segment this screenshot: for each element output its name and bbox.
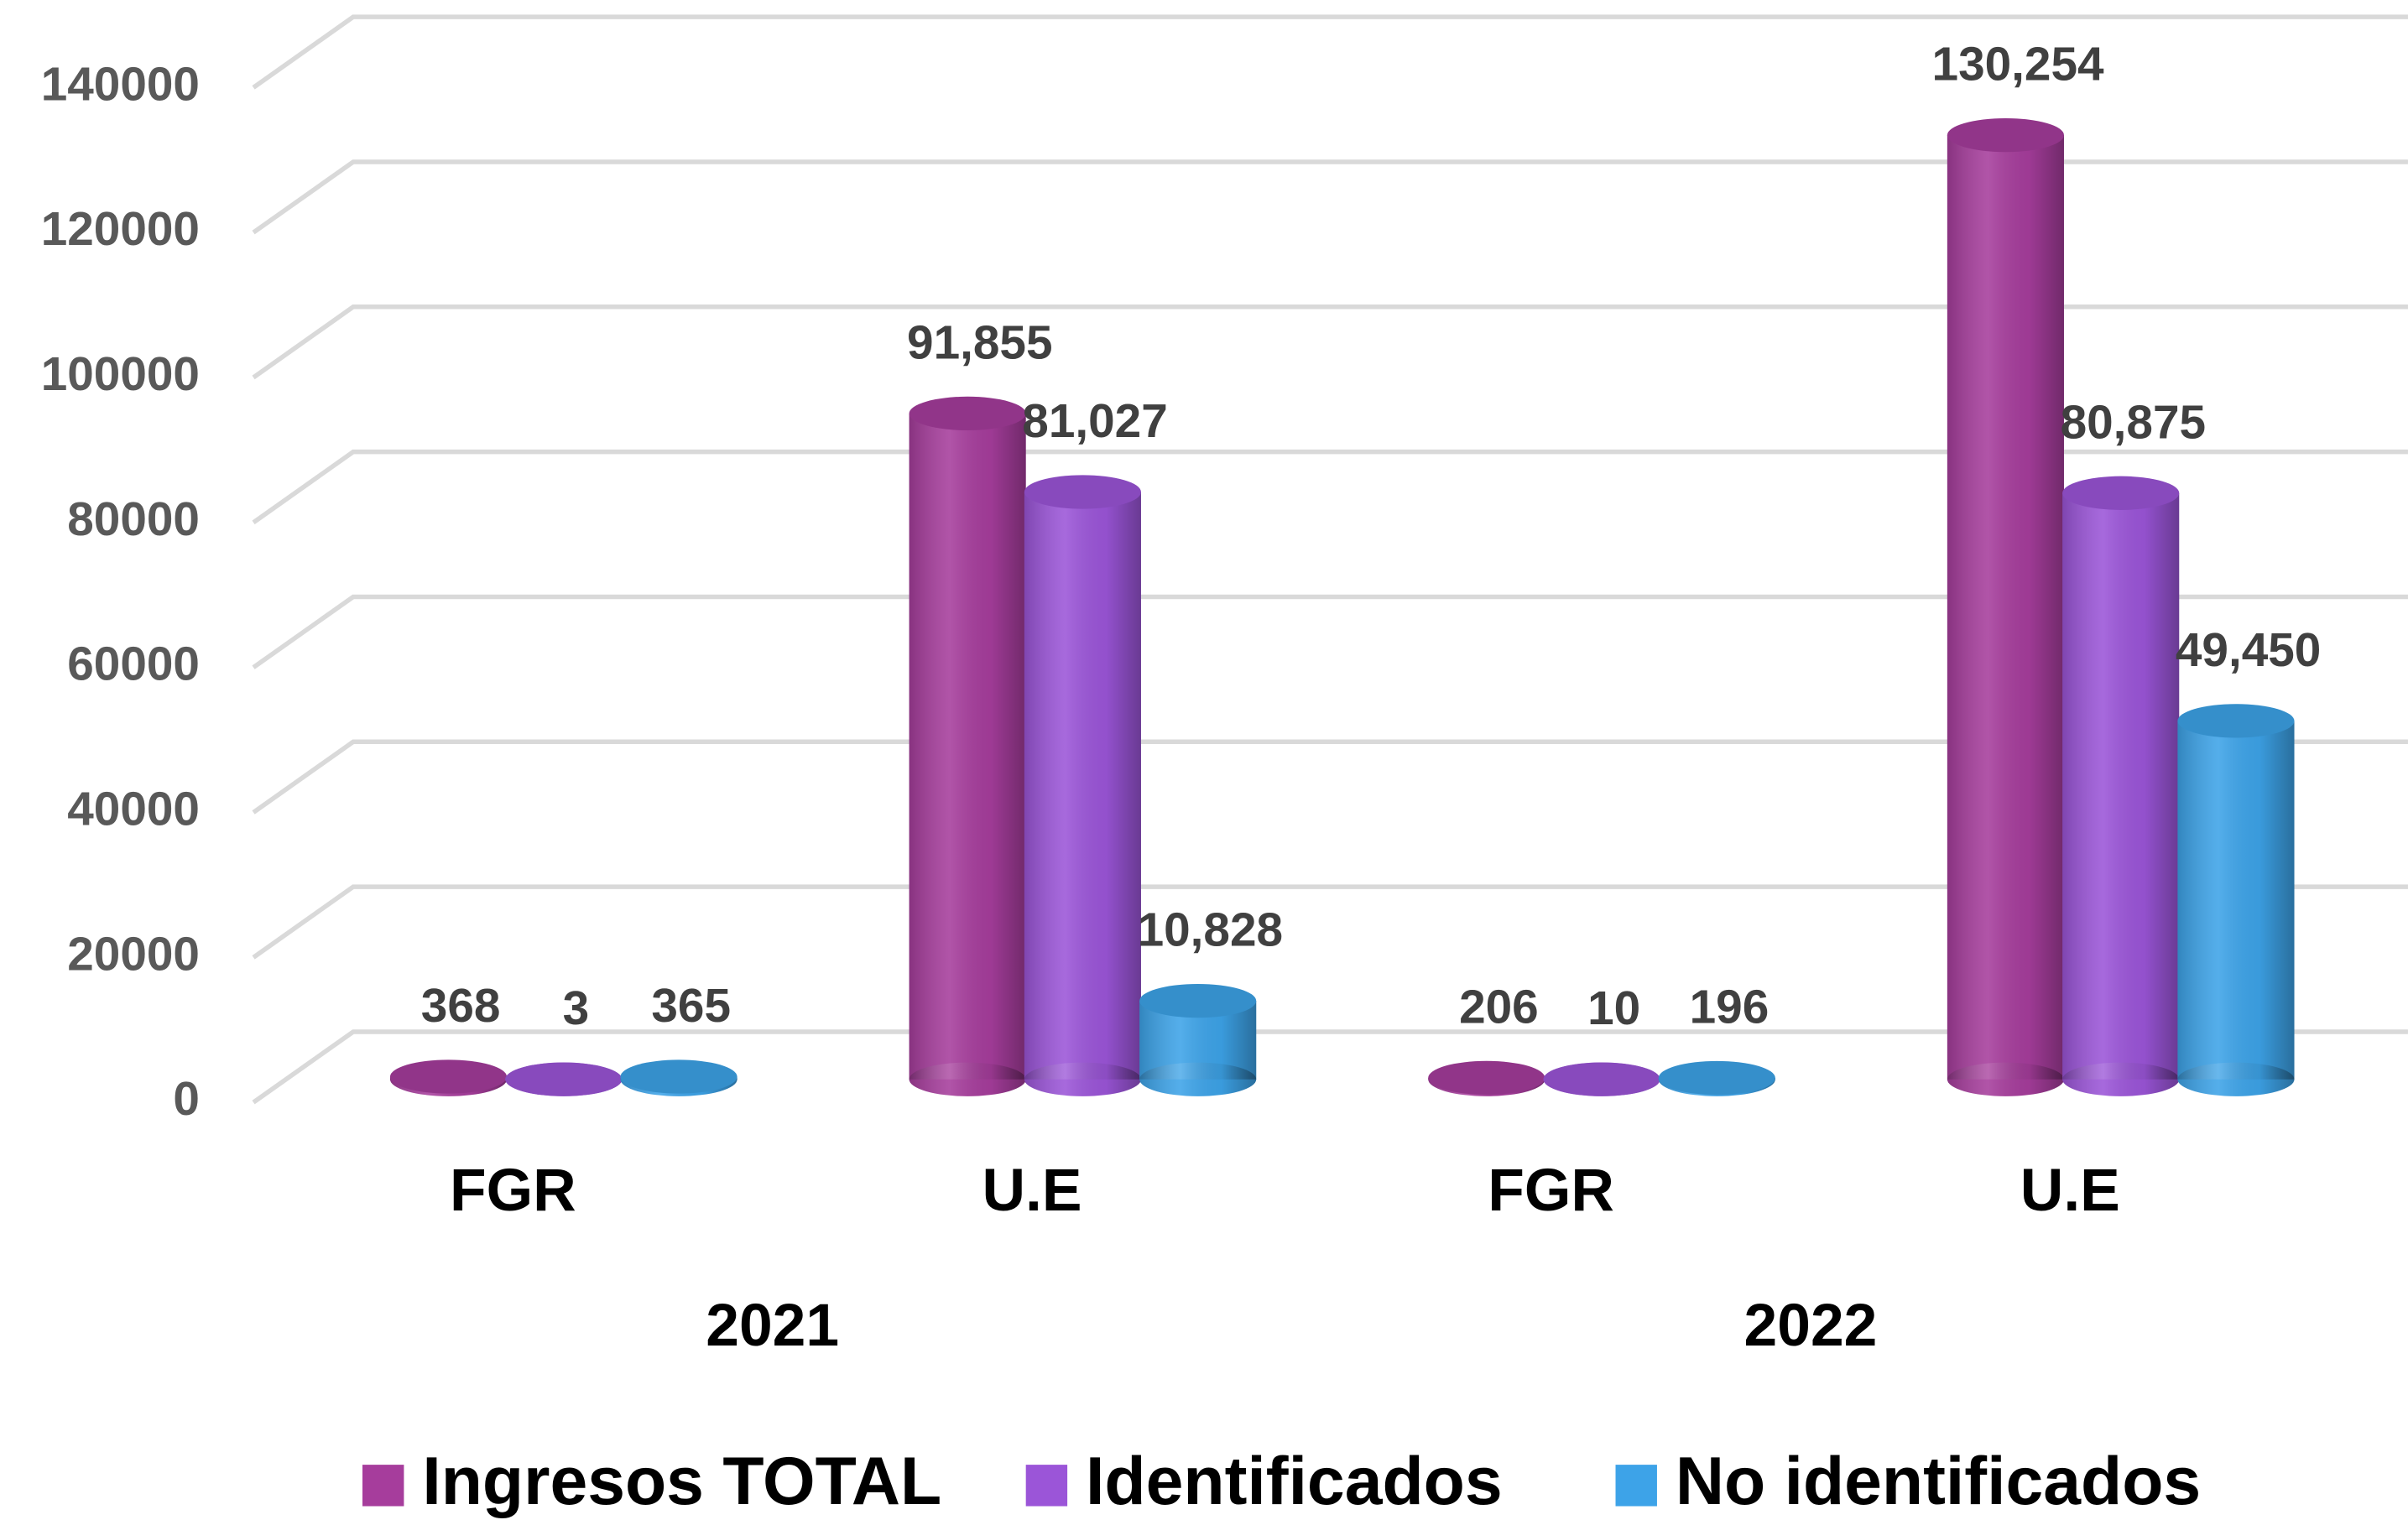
bar-cap-shade bbox=[620, 1059, 738, 1094]
x-tick-label: FGR bbox=[1488, 1157, 1614, 1224]
bar-cap-shade bbox=[2177, 704, 2295, 738]
grid-line bbox=[252, 159, 2408, 235]
bar-cap-shade bbox=[1139, 983, 1257, 1018]
bar-group bbox=[1024, 475, 1141, 1096]
x-tick-label: U.E bbox=[982, 1157, 1082, 1224]
data-label: 206 bbox=[1459, 981, 1539, 1033]
bar-cap bbox=[2062, 476, 2180, 510]
data-label: 3 bbox=[563, 982, 590, 1035]
grid-line bbox=[252, 1029, 2408, 1105]
bar-base-shade bbox=[1139, 1062, 1257, 1096]
y-tick-label: 60000 bbox=[67, 638, 200, 691]
y-tick-label: 140000 bbox=[41, 58, 200, 111]
legend-label: Identificados bbox=[1086, 1444, 1503, 1519]
y-tick-label: 120000 bbox=[41, 203, 200, 256]
bar-group bbox=[505, 1062, 623, 1096]
bar-group bbox=[389, 1059, 508, 1096]
bar-cap bbox=[909, 396, 1026, 431]
data-label: 368 bbox=[421, 980, 501, 1033]
data-label: 10,828 bbox=[1138, 904, 1283, 957]
bar-cap bbox=[2177, 704, 2295, 738]
bar-cap bbox=[1139, 983, 1257, 1018]
bar-cap bbox=[505, 1062, 623, 1096]
data-label: 10 bbox=[1587, 982, 1640, 1035]
bar-base-shade bbox=[909, 1062, 1026, 1096]
legend-swatch bbox=[362, 1465, 404, 1507]
bar-group bbox=[620, 1059, 738, 1096]
y-tick-label: 20000 bbox=[67, 928, 200, 981]
group-label: 2022 bbox=[1744, 1292, 1878, 1359]
bar-cap bbox=[620, 1059, 738, 1094]
y-tick-label: 80000 bbox=[67, 493, 200, 546]
data-label: 49,450 bbox=[2176, 624, 2321, 677]
bar-base-shade bbox=[2177, 1062, 2295, 1096]
bar-group bbox=[1543, 1062, 1660, 1096]
bar-cap-shade bbox=[2062, 476, 2180, 510]
bar-cap bbox=[1428, 1060, 1545, 1096]
bar-cap-shade bbox=[1947, 117, 2064, 153]
legend-swatch bbox=[1025, 1465, 1068, 1507]
y-tick-label: 100000 bbox=[41, 348, 200, 401]
legend-swatch bbox=[1615, 1465, 1657, 1507]
bar-cap-shade bbox=[389, 1059, 508, 1094]
bar-cap bbox=[1543, 1062, 1660, 1096]
bar-group bbox=[1947, 117, 2064, 1096]
bar-shade bbox=[1024, 492, 1141, 1080]
data-label: 81,027 bbox=[1022, 395, 1167, 448]
bar-shade bbox=[909, 413, 1026, 1080]
data-label: 196 bbox=[1690, 981, 1770, 1033]
data-label: 80,875 bbox=[2061, 396, 2206, 449]
grid-line bbox=[252, 884, 2408, 960]
bar-group bbox=[2177, 704, 2295, 1096]
data-label: 130,254 bbox=[1932, 39, 2104, 91]
bar-shade bbox=[2062, 492, 2180, 1080]
group-label: 2021 bbox=[706, 1292, 839, 1359]
x-tick-label: FGR bbox=[450, 1157, 576, 1224]
bar-group bbox=[1139, 983, 1257, 1096]
y-tick-label: 0 bbox=[173, 1073, 200, 1126]
bar-cap-shade bbox=[505, 1062, 623, 1096]
bar-group bbox=[2062, 476, 2180, 1096]
bar-cap-shade bbox=[1024, 475, 1141, 509]
bar-base-shade bbox=[2062, 1062, 2180, 1096]
x-tick-label: U.E bbox=[2020, 1157, 2120, 1224]
legend-label: Ingresos TOTAL bbox=[422, 1444, 941, 1519]
grid-line bbox=[252, 305, 2408, 380]
data-label: 365 bbox=[651, 980, 731, 1033]
grid-line bbox=[252, 594, 2408, 669]
bar-cap-shade bbox=[1543, 1062, 1660, 1096]
bar-group bbox=[1428, 1060, 1545, 1096]
bar-cap-shade bbox=[909, 396, 1026, 431]
grid-line bbox=[252, 739, 2408, 815]
bar-base-shade bbox=[1947, 1062, 2064, 1096]
bar-group bbox=[909, 396, 1026, 1096]
data-label: 91,855 bbox=[907, 316, 1052, 369]
grid-line bbox=[252, 449, 2408, 525]
bar-cap-shade bbox=[1428, 1060, 1545, 1096]
grid-line bbox=[252, 14, 2408, 90]
bar-cap-shade bbox=[1658, 1060, 1775, 1096]
bar-cap bbox=[1947, 117, 2064, 153]
bar-group bbox=[1658, 1060, 1775, 1096]
bar-shade bbox=[1947, 135, 2064, 1080]
bar-cap bbox=[1024, 475, 1141, 509]
bar-cap bbox=[1658, 1060, 1775, 1096]
bar-base-shade bbox=[1024, 1062, 1141, 1096]
legend-label: No identificados bbox=[1676, 1444, 2201, 1519]
bar-shade bbox=[2177, 721, 2295, 1080]
y-tick-label: 40000 bbox=[67, 783, 200, 835]
bar-cap bbox=[389, 1059, 508, 1094]
